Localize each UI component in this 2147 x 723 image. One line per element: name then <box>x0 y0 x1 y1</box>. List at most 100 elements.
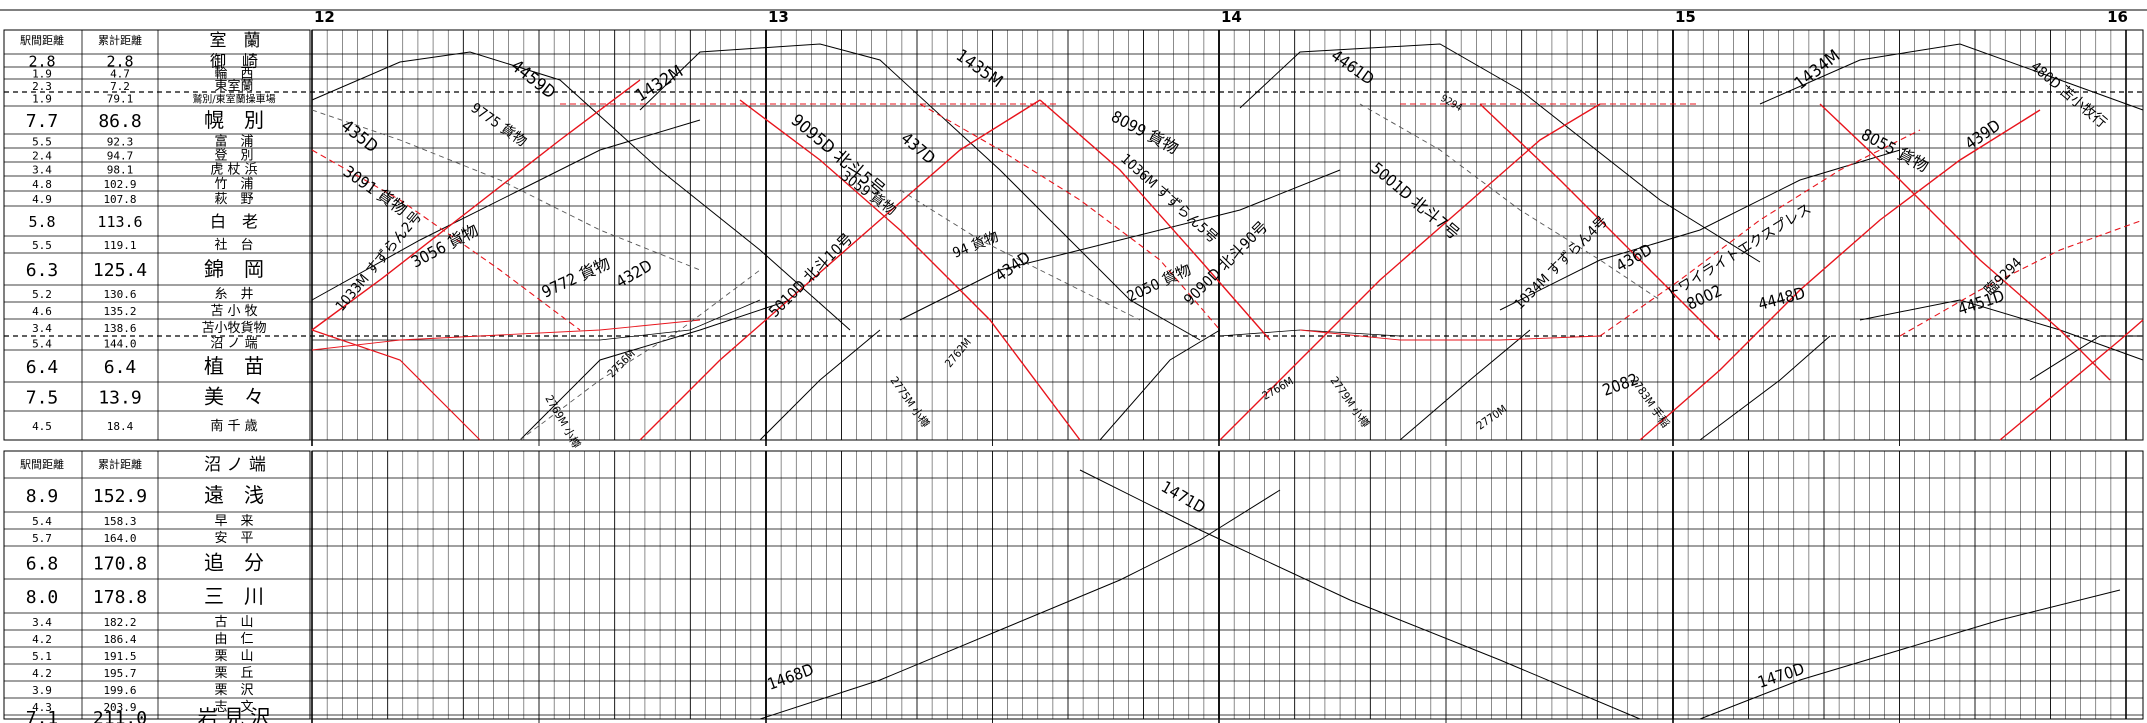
train-path <box>311 329 481 441</box>
station-interval: 7.7 <box>26 111 59 132</box>
train-path <box>519 269 761 441</box>
train-path <box>311 149 581 331</box>
train-number-label: 3091 貨物 <box>340 162 411 220</box>
station-interval: 4.2 <box>32 633 52 646</box>
train-path <box>639 43 1201 341</box>
station-cumulative: 13.9 <box>98 388 141 409</box>
station-name: 栗 山 <box>214 649 253 664</box>
station-cumulative: 18.4 <box>107 420 134 433</box>
station-cumulative: 199.6 <box>103 684 136 697</box>
train-path <box>919 103 1221 331</box>
header-cumulative-lower: 累計距離 <box>98 457 142 471</box>
station-interval: 6.3 <box>26 260 59 281</box>
station-row: 2.8 2.8 御 崎 <box>28 51 258 70</box>
train-path <box>1859 299 2144 361</box>
station-cumulative: 113.6 <box>97 213 142 231</box>
station-row: 6.4 6.4 植 苗 <box>26 354 264 378</box>
train-number-label: 5010D 北斗10号 <box>765 229 856 320</box>
train-path <box>739 99 1081 441</box>
train-number-label: 8099 貨物 <box>1108 107 1182 158</box>
station-cumulative: 158.3 <box>103 515 136 528</box>
station-name: 輪 西 <box>214 66 253 82</box>
station-row: 4.3 203.9 志 文 <box>32 700 253 715</box>
train-path <box>1699 589 2121 720</box>
station-interval: 2.8 <box>28 52 55 70</box>
station-name: 虎 杖 浜 <box>210 163 257 178</box>
station-name: 錦 岡 <box>204 257 264 281</box>
station-row: 5.2 130.6 糸 井 <box>32 287 253 302</box>
station-row: 3.4 182.2 古 山 <box>32 615 253 630</box>
train-number-label: 432D <box>613 256 656 292</box>
train-path <box>1099 329 1221 441</box>
station-name: 竹 浦 <box>214 177 253 192</box>
station-name: 苫小牧貨物 <box>201 320 266 336</box>
station-cumulative: 79.1 <box>107 93 134 106</box>
train-path <box>2029 335 2143 381</box>
hour-label: 12 <box>314 8 335 26</box>
station-interval: 4.5 <box>32 420 52 433</box>
station-name: 苫 小 牧 <box>210 303 257 319</box>
station-table-upper: 駅間距離 累計距離 室 蘭 <box>3 29 311 441</box>
station-interval: 5.5 <box>32 239 52 252</box>
train-path <box>1999 319 2144 441</box>
train-path <box>1399 329 1531 441</box>
train-path <box>759 329 881 441</box>
station-cumulative: 186.4 <box>103 633 136 646</box>
station-name: 南 千 歳 <box>210 418 257 434</box>
train-number-label: 2756M <box>605 347 638 380</box>
train-number-label: 5001D 北斗7号 <box>1367 159 1463 244</box>
station-cumulative: 6.4 <box>104 357 137 378</box>
train-path <box>899 169 1341 321</box>
train-number-label: 9775 貨物 <box>468 99 530 150</box>
station-interval: 8.9 <box>26 486 59 507</box>
train-path <box>1479 103 1721 341</box>
station-interval: 4.8 <box>32 178 52 191</box>
train-number-label: 1034M すずらん4号 <box>1512 213 1612 313</box>
station-row: 5.4 144.0 沼 ノ 端 <box>32 337 258 352</box>
train-number-label: 435D <box>337 116 382 157</box>
station-row: 5.7 164.0 安 平 <box>32 531 253 546</box>
station-name: 由 仁 <box>214 632 253 647</box>
train-number-label: 94 貨物 <box>950 228 1001 262</box>
train-number-label: 1432M <box>632 62 687 107</box>
train-path <box>311 79 641 331</box>
station-interval: 7.1 <box>26 708 59 723</box>
time-grid <box>4 29 2144 723</box>
station-name: 安 平 <box>214 531 253 546</box>
station-interval: 5.4 <box>32 515 52 528</box>
station-name: 沼 ノ 端 <box>210 337 257 352</box>
train-number-label: 1468D <box>765 660 816 694</box>
station-row: 5.1 191.5 栗 山 <box>32 649 253 664</box>
station-row: 5.5 92.3 富 浦 <box>32 134 253 150</box>
hour-label: 14 <box>1221 8 1242 26</box>
station-interval: 1.9 <box>32 93 52 106</box>
station-row: 5.4 158.3 早 来 <box>32 514 253 529</box>
train-path <box>759 489 1281 720</box>
station-name: 幌 別 <box>204 108 264 132</box>
station-cumulative: 203.9 <box>103 701 136 714</box>
station-row: 3.9 199.6 栗 沢 <box>32 683 253 698</box>
station-row: 5.8 113.6 白 老 <box>28 212 258 231</box>
station-name: 糸 井 <box>214 287 253 302</box>
station-row: 7.7 86.8 幌 別 <box>26 108 264 132</box>
station-cumulative: 119.1 <box>103 239 136 252</box>
header-interval-lower: 駅間距離 <box>20 457 64 471</box>
hour-labels: 12 13 14 15 16 <box>0 8 2147 26</box>
station-name: 美 々 <box>204 385 264 409</box>
station-name: 白 老 <box>210 212 258 231</box>
station-row: 2.3 7.2 東室蘭 <box>32 78 253 94</box>
train-number-label: 9772 貨物 <box>539 253 613 301</box>
station-interval: 6.8 <box>26 554 59 575</box>
train-path <box>1599 129 1921 337</box>
origin-station-lower: 沼 ノ 端 <box>204 455 266 475</box>
train-path <box>1239 43 1761 263</box>
station-cumulative: 130.6 <box>103 288 136 301</box>
train-path <box>1639 109 2041 441</box>
station-cumulative: 92.3 <box>107 136 134 149</box>
station-row: 7.5 13.9 美 々 <box>26 385 264 409</box>
train-path <box>899 189 1141 321</box>
station-name: 栗 沢 <box>214 683 253 698</box>
station-row: 4.2 186.4 由 仁 <box>32 632 253 647</box>
station-row: 3.4 138.6 苫小牧貨物 <box>32 320 266 336</box>
